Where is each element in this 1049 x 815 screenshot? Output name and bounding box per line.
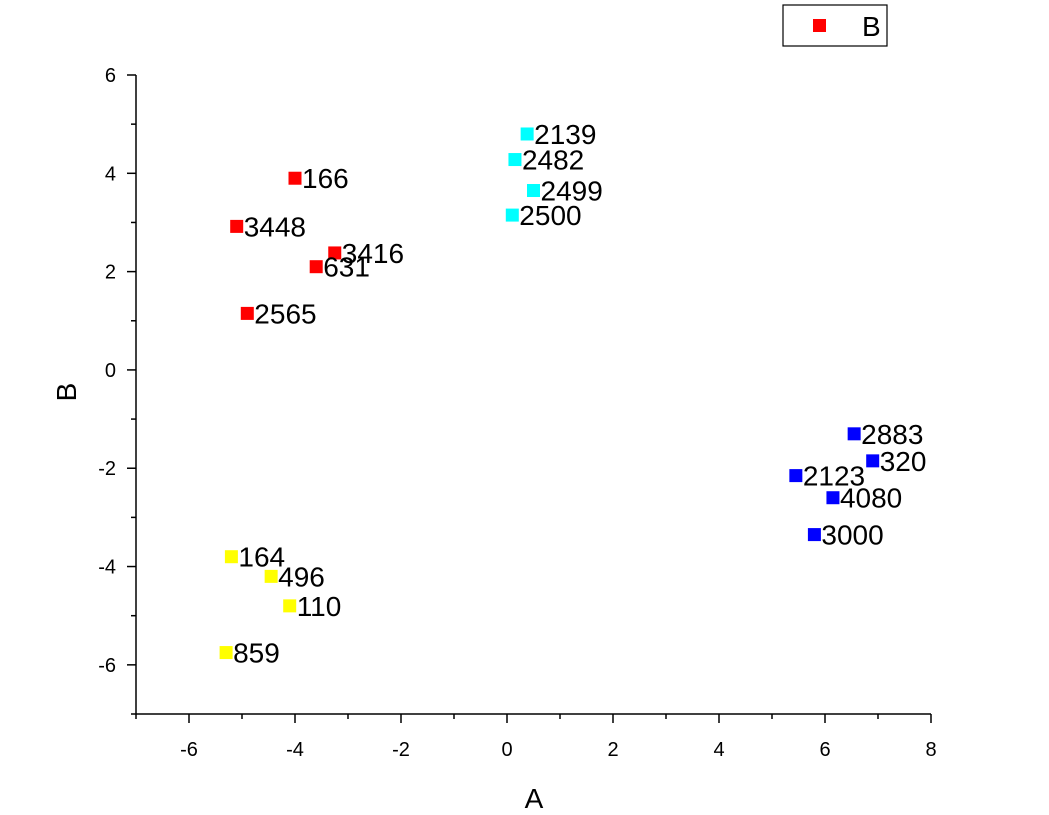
data-point-label: 859 (233, 638, 280, 669)
data-point-label: 2123 (803, 461, 865, 492)
y-axis-title: B (51, 383, 82, 402)
data-point (219, 646, 233, 660)
data-point-label: 320 (880, 446, 927, 477)
data-point (866, 454, 880, 468)
data-point (527, 184, 540, 198)
ticks: -6 -4 -2 0 2 4 6 8 -6 -4 -2 0 2 4 6 (98, 65, 936, 761)
data-point (508, 153, 522, 167)
legend-marker (813, 19, 826, 32)
x-tick-label: -6 (180, 739, 198, 761)
data-point-label: 2883 (861, 419, 923, 450)
x-tick-label: 6 (819, 739, 830, 761)
y-tick-label: -4 (98, 557, 116, 579)
data-point-label: 2499 (541, 176, 603, 207)
x-tick-label: 8 (925, 739, 936, 761)
legend: B (782, 4, 888, 47)
data-point (240, 306, 254, 320)
data-point-label: 2482 (522, 145, 584, 176)
y-tick-label: 0 (105, 360, 116, 382)
data-point (520, 127, 534, 141)
data-point-label: 166 (302, 163, 349, 194)
data-point (826, 491, 840, 505)
data-point (283, 599, 297, 613)
y-tick-label: -6 (98, 655, 116, 677)
data-point (230, 219, 244, 233)
x-tick-label: -2 (392, 739, 410, 761)
axes (135, 75, 931, 715)
data-point-label: 164 (238, 542, 285, 573)
data-point (328, 246, 342, 260)
y-tick-label: 6 (105, 65, 116, 87)
x-tick-label: 0 (501, 739, 512, 761)
legend-box (782, 4, 888, 47)
data-point-label: 631 (323, 252, 370, 283)
data-point (807, 528, 821, 542)
data-point (789, 469, 803, 483)
data-point (505, 208, 519, 222)
y-tick-label: 4 (105, 163, 116, 185)
data-point-label: 3416 (342, 238, 404, 269)
x-tick-label: 4 (713, 739, 724, 761)
data-point (288, 171, 302, 185)
y-tick-label: 2 (105, 262, 116, 284)
data-point-label: 4080 (840, 483, 902, 514)
data-point (847, 427, 861, 441)
y-tick-label: -2 (98, 458, 116, 480)
data-point-label: 3448 (244, 211, 306, 242)
data-point-label: 3000 (821, 520, 883, 551)
data-point (224, 550, 238, 564)
data-point-label: 2139 (534, 119, 596, 150)
data-point (309, 260, 323, 274)
x-tick-label: 2 (607, 739, 618, 761)
data-point-label: 2565 (254, 298, 316, 329)
data-point (264, 569, 278, 583)
legend-label: B (862, 11, 881, 42)
data-point-label: 496 (278, 561, 325, 592)
data-point-label: 2500 (519, 200, 581, 231)
x-tick-label: -4 (286, 739, 304, 761)
x-axis-title: A (525, 783, 544, 814)
data-point-label: 110 (297, 591, 342, 622)
